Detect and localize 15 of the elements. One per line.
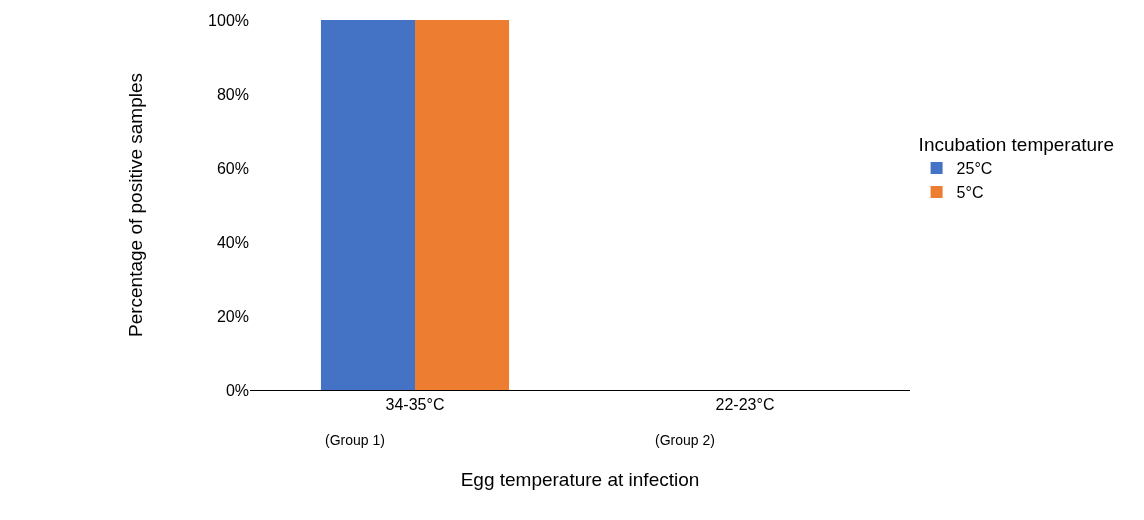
y-tick-label: 0% bbox=[225, 381, 249, 399]
y-axis-title: Percentage of positive samples bbox=[124, 72, 146, 338]
text: (Group 2) bbox=[655, 432, 715, 448]
legend-label: 25°C bbox=[956, 160, 993, 178]
text: (Group 1) bbox=[325, 432, 385, 448]
y-tick-label: 40% bbox=[216, 233, 249, 251]
legend-label: 5°C bbox=[956, 184, 984, 202]
y-tick-label: 100% bbox=[208, 11, 249, 29]
x-tick-label: 22-23°C bbox=[715, 396, 775, 414]
y-tick-label: 60% bbox=[216, 159, 249, 177]
y-tick-label: 20% bbox=[216, 307, 249, 325]
x-tick-label: 34-35°C bbox=[385, 396, 445, 414]
y-tick-label: 80% bbox=[216, 85, 249, 103]
legend-title: Incubation temperature bbox=[918, 134, 1115, 156]
x-axis-title: Egg temperature at infection bbox=[460, 469, 700, 490]
